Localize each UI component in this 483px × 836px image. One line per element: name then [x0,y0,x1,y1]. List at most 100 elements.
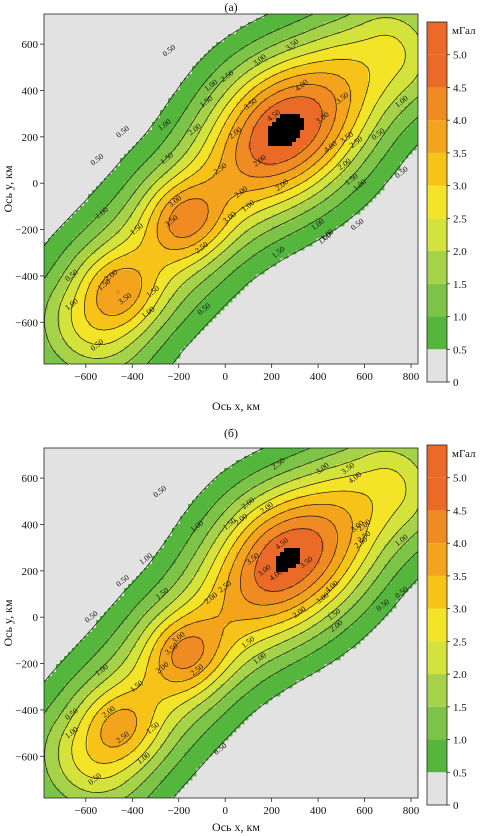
x-tick-label: −400 [121,805,144,817]
colorbar-tick-label: 2.5 [453,636,467,648]
contour-line [70,34,406,346]
x-tick-label: 800 [403,805,420,817]
y-axis-label: Ось y, км [1,599,15,647]
colorbar-swatch [427,477,447,511]
colorbar-tick-label: 3.5 [453,571,467,583]
plot-frame [43,13,419,365]
colorbar-swatch [427,218,447,252]
contour-line [171,515,338,670]
colorbar-swatch [427,54,447,88]
colorbar-swatch [427,316,447,350]
colorbar-tick-label: 3.0 [453,181,467,193]
y-tick-label: 0 [33,178,39,190]
x-tick-label: 800 [403,371,420,383]
colorbar-tick-label: 3.0 [453,604,467,616]
x-tick-label: 0 [222,805,228,817]
colorbar-swatch [427,510,447,544]
colorbar-swatch [427,543,447,576]
contour-line [249,96,323,165]
colorbar-tick-label: 5.0 [453,50,467,62]
colorbar-swatch [427,575,447,609]
colorbar-tick-label: 3.5 [453,148,467,160]
y-tick-label: 600 [22,473,39,485]
colorbar-swatch [427,706,447,740]
contour-line [44,14,418,364]
colorbar-tick-label: 4.0 [453,115,467,127]
x-tick-label: −600 [74,805,97,817]
colorbar-tick-label: 2.5 [453,213,467,225]
x-tick-label: 200 [263,371,280,383]
colorbar-tick-label: 4.5 [453,505,467,517]
colorbar-swatch [427,608,447,642]
y-tick-label: −200 [15,659,38,671]
contour-line [168,84,337,239]
contour-line [44,448,418,798]
colorbar-swatch [427,120,447,153]
colorbar-swatch [427,349,447,382]
colorbar-tick-label: 1.0 [453,312,467,324]
colorbar-swatch [427,674,447,707]
x-tick-label: 400 [310,371,327,383]
contour-line [100,503,353,748]
x-tick-label: −200 [167,371,190,383]
colorbar-unit: мГал [452,448,476,460]
colorbar-swatch [427,772,447,805]
contour-line [44,448,418,798]
x-tick-label: 400 [310,805,327,817]
colorbar-tick-label: 2.0 [453,246,467,258]
colorbar-tick-label: 1.5 [453,702,467,714]
contour-line [44,14,418,364]
colorbar-swatch [427,739,447,773]
contour-fill [44,448,418,798]
contour-panel-b: 2.50 3.00 3.504.003.002.502.002.50 1.000.50… [1,426,476,834]
y-tick-label: 200 [22,566,39,578]
y-tick-label: 200 [22,132,39,144]
y-tick-label: −400 [15,705,38,717]
y-tick-label: −400 [15,271,38,283]
contour-line [71,467,407,780]
panel-title: (а) [224,0,237,14]
x-tick-label: −400 [121,371,144,383]
colorbar-swatch [427,87,447,121]
x-axis-label: Ось x, км [212,820,260,834]
colorbar-unit: мГал [452,25,476,37]
colorbar-swatch [427,152,447,186]
y-tick-label: −600 [15,751,38,763]
colorbar-swatch [427,22,447,55]
contour-fill [44,14,418,364]
contour-line [85,490,373,764]
x-tick-label: −600 [74,371,97,383]
contour-line [44,448,418,798]
contour-line [84,59,371,331]
x-tick-label: 0 [222,371,228,383]
x-tick-label: 600 [356,371,373,383]
panel-title: (б) [224,426,238,440]
colorbar-frame [426,444,448,806]
colorbar-tick-label: 4.5 [453,82,467,94]
contour-panel-a: 2.503.003.504.004.503.503.004.003.503.50… [1,0,476,413]
contour-lines [44,14,418,364]
x-tick-label: 600 [356,805,373,817]
contour-line [96,72,351,317]
y-tick-label: 400 [22,519,39,531]
contour-line [254,528,323,592]
y-tick-label: 400 [22,85,39,97]
contour-line [57,450,418,793]
x-tick-label: 200 [263,805,280,817]
colorbar-tick-label: 1.5 [453,279,467,291]
colorbar-swatch [427,251,447,284]
colorbar-frame [426,21,448,383]
y-tick-label: −200 [15,225,38,237]
y-tick-label: −600 [15,317,38,329]
contour-line [57,17,418,359]
y-axis-label: Ось y, км [1,165,15,213]
y-tick-label: 0 [33,612,39,624]
colorbar-tick-label: 0 [453,800,459,812]
colorbar-tick-label: 5.0 [453,473,467,485]
plot-frame [43,447,419,799]
colorbar-swatch [427,445,447,478]
x-axis-label: Ось x, км [212,399,260,413]
colorbar-swatch [427,185,447,219]
colorbar-tick-label: 4.0 [453,538,467,550]
